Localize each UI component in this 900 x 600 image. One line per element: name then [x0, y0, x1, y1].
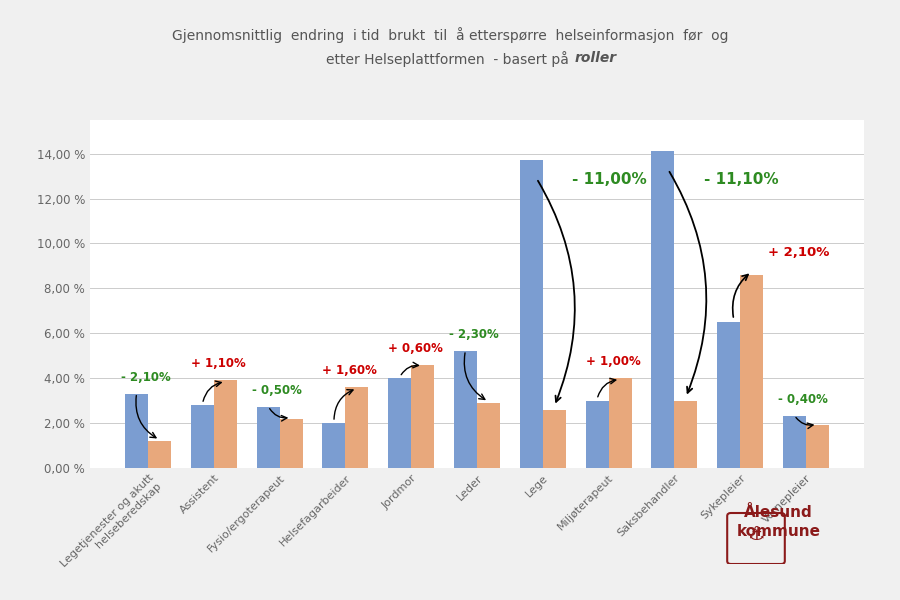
Bar [148, 441, 171, 468]
Bar [322, 423, 346, 468]
Bar [717, 322, 740, 468]
Bar [411, 365, 435, 468]
Bar [608, 378, 632, 468]
Text: Ålesund
kommune: Ålesund kommune [736, 505, 821, 539]
Bar [740, 275, 763, 468]
Bar [454, 351, 477, 468]
Bar [346, 387, 368, 468]
Bar [586, 401, 608, 468]
Text: - 0,40%: - 0,40% [778, 393, 828, 406]
Bar [806, 425, 829, 468]
Bar [674, 401, 698, 468]
Bar [477, 403, 500, 468]
Bar [125, 394, 148, 468]
Bar [191, 405, 214, 468]
Text: etter Helseplattformen  - basert på: etter Helseplattformen - basert på [327, 51, 573, 67]
Text: - 11,10%: - 11,10% [704, 172, 778, 187]
Text: - 2,10%: - 2,10% [121, 371, 170, 384]
Text: Gjennomsnittlig  endring  i tid  brukt  til  å etterspørre  helseinformasjon  fø: Gjennomsnittlig endring i tid brukt til … [172, 27, 728, 43]
Text: + 1,00%: + 1,00% [586, 355, 640, 368]
Text: - 11,00%: - 11,00% [572, 172, 647, 187]
Text: + 2,10%: + 2,10% [768, 246, 829, 259]
Bar [783, 416, 806, 468]
Text: + 1,60%: + 1,60% [322, 364, 377, 377]
Text: - 0,50%: - 0,50% [252, 384, 302, 397]
Text: roller: roller [574, 51, 617, 65]
Bar [388, 378, 411, 468]
Bar [519, 160, 543, 468]
Text: + 1,10%: + 1,10% [191, 358, 246, 370]
Text: + 0,60%: + 0,60% [388, 341, 443, 355]
Bar [543, 410, 566, 468]
Bar [652, 151, 674, 468]
Text: ⚓: ⚓ [747, 524, 765, 544]
Bar [214, 380, 237, 468]
Bar [256, 407, 280, 468]
Text: - 2,30%: - 2,30% [449, 328, 500, 341]
Bar [280, 419, 302, 468]
